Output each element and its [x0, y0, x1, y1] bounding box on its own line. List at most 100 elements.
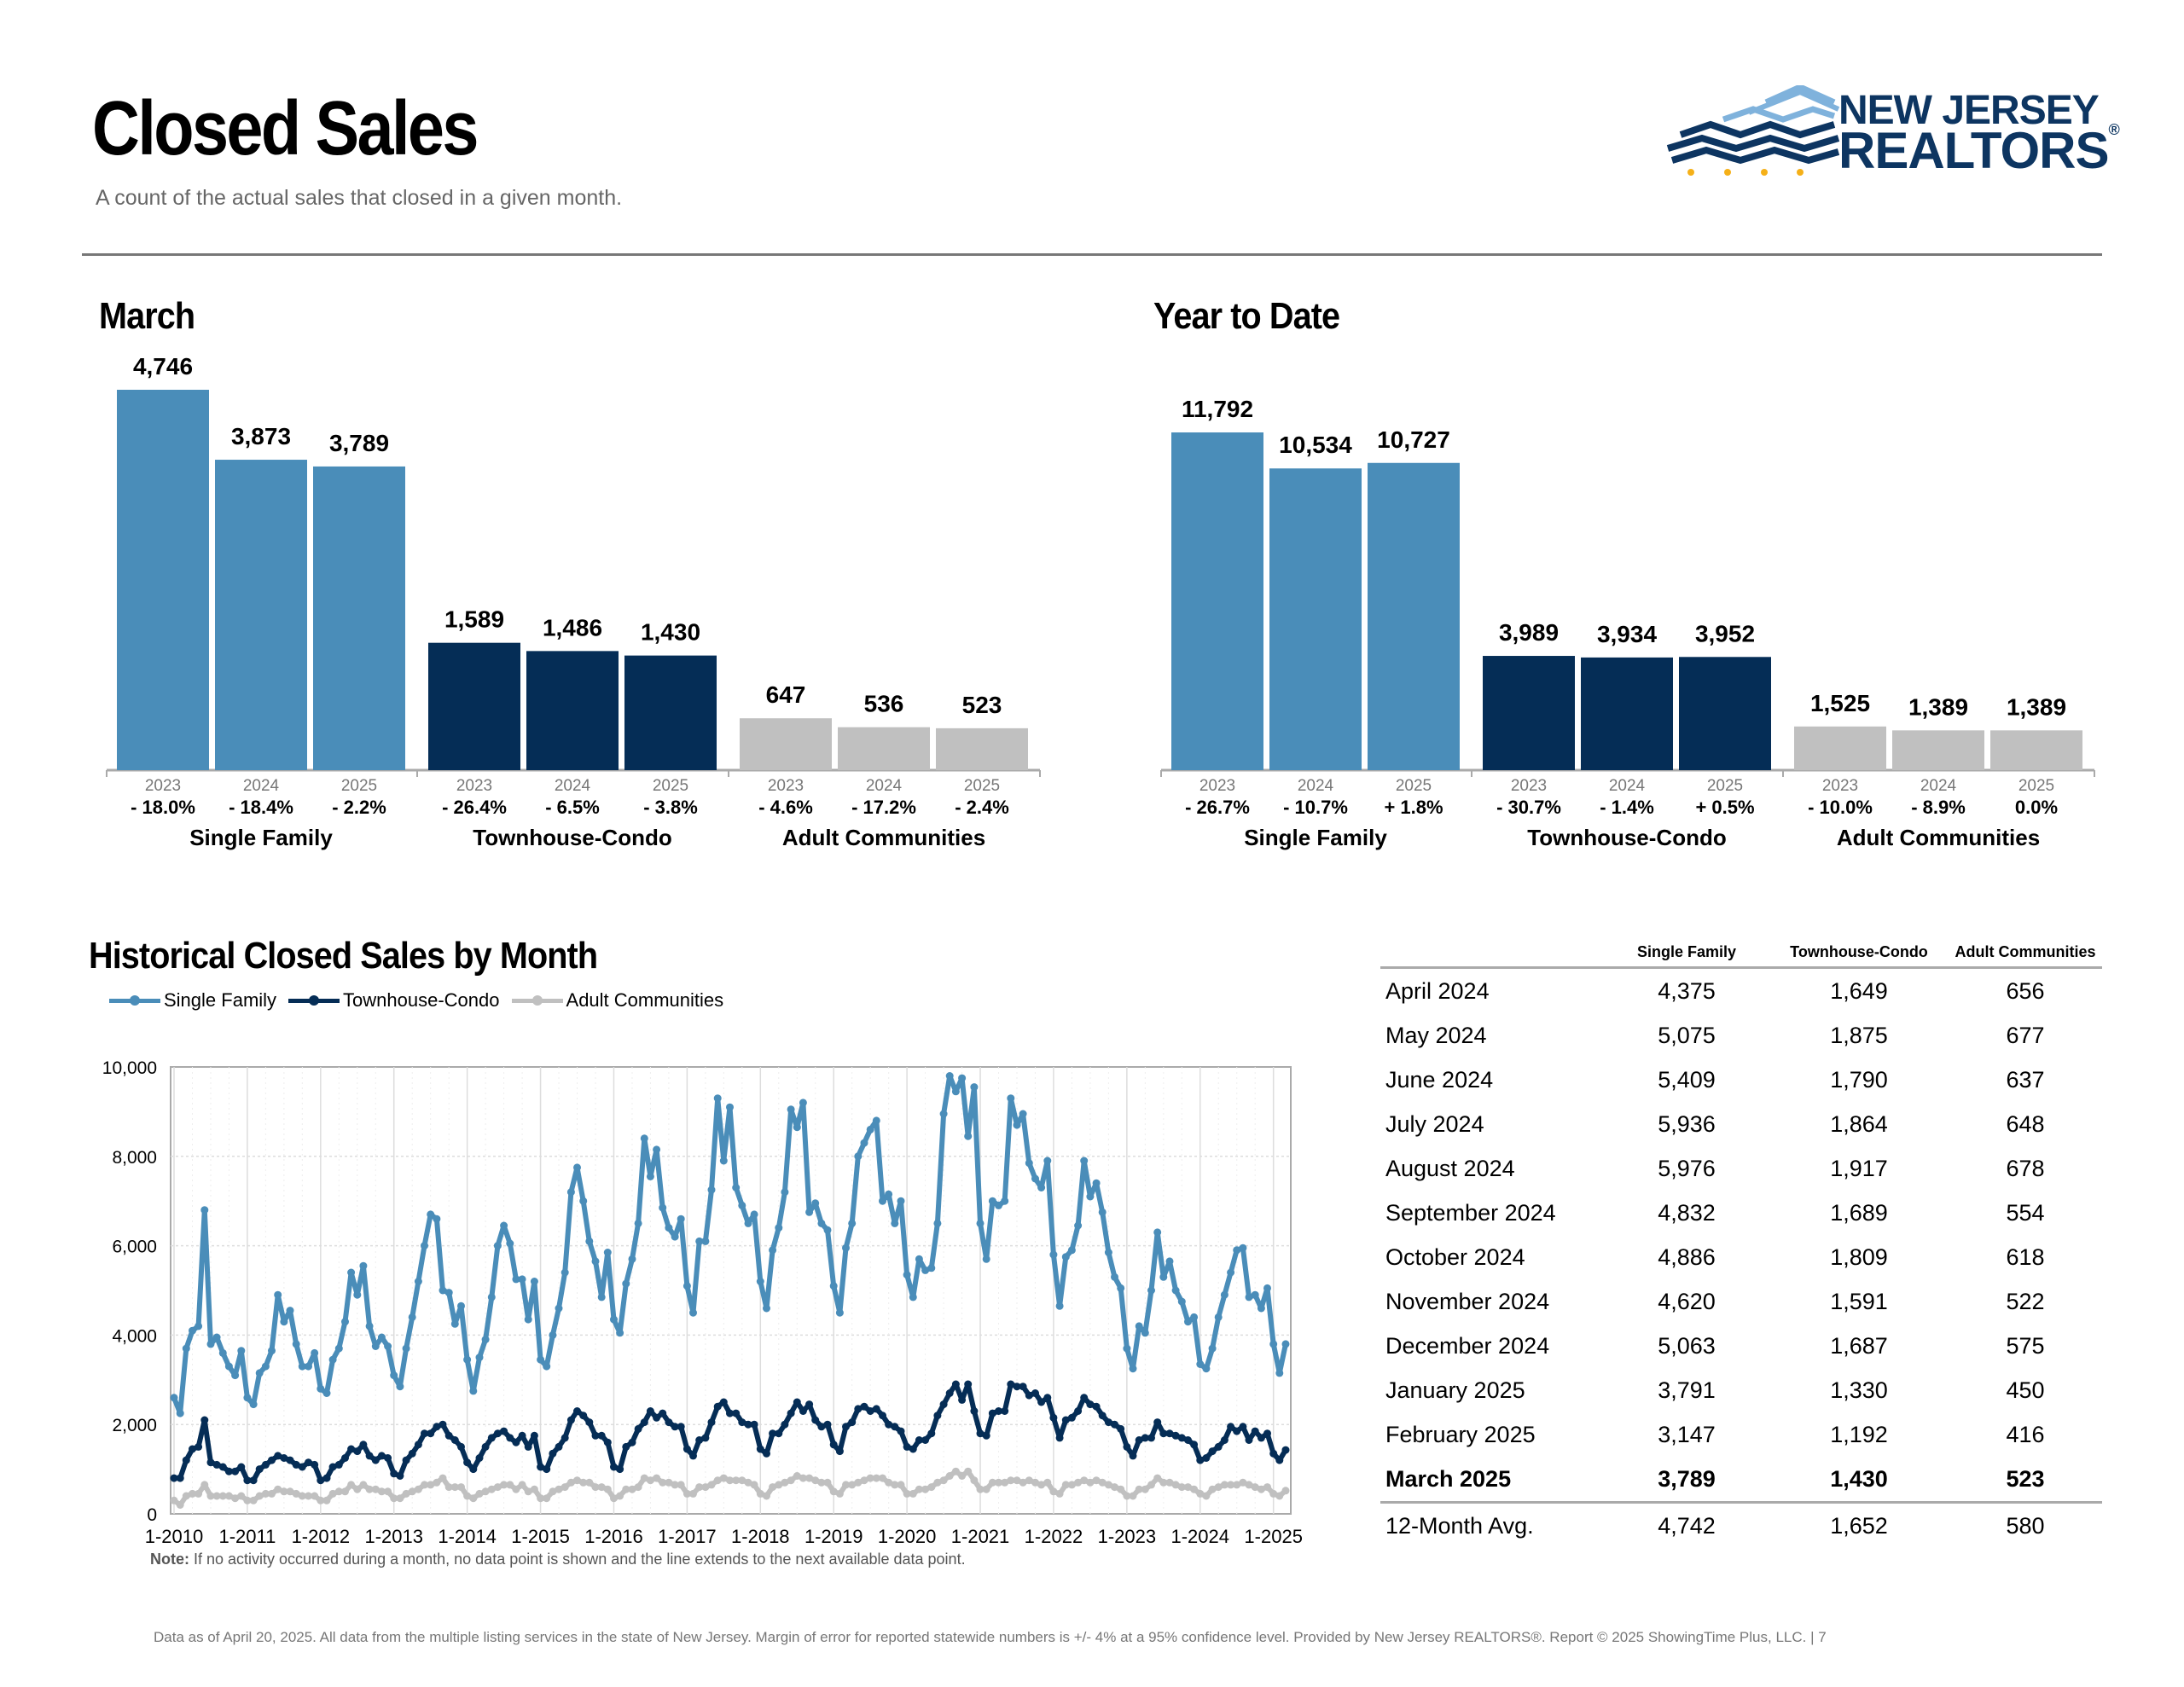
data-point [811, 1476, 820, 1485]
data-point [970, 1407, 979, 1415]
data-point [1245, 1293, 1253, 1301]
table-cell-value: 4,375 [1658, 977, 1716, 1004]
bar-year-label: 2024 [1609, 777, 1646, 795]
data-point [622, 1485, 630, 1493]
data-point [781, 1420, 789, 1429]
data-point [182, 1456, 190, 1464]
data-point [1208, 1447, 1217, 1456]
data-point [469, 1494, 478, 1503]
data-point [597, 1293, 606, 1301]
group-label-single-family: Single Family [1244, 825, 1387, 850]
bar-value-label: 3,789 [329, 430, 389, 456]
table-header-month [1380, 943, 1604, 969]
data-point [487, 1485, 496, 1493]
data-point [427, 1429, 435, 1438]
data-point [200, 1206, 209, 1215]
data-point [885, 1478, 893, 1487]
data-point [585, 1237, 594, 1245]
data-point [1196, 1360, 1205, 1368]
data-point [1251, 1483, 1259, 1492]
logo-text-new-jersey: NEW JERSEY [1838, 88, 2100, 133]
data-point [1220, 1290, 1228, 1299]
data-point [854, 1478, 863, 1487]
data-point [763, 1492, 770, 1500]
data-point [1214, 1483, 1223, 1492]
data-point [1086, 1478, 1095, 1487]
data-point [579, 1412, 588, 1420]
data-point [1245, 1436, 1253, 1444]
data-point [677, 1423, 685, 1431]
data-point [457, 1301, 465, 1310]
data-point [530, 1278, 538, 1285]
data-point [799, 1099, 807, 1107]
data-point [311, 1492, 319, 1500]
data-point [1202, 1454, 1211, 1462]
data-point [1214, 1313, 1223, 1321]
data-point [1025, 1476, 1033, 1485]
chart-note: Note: If no activity occurred during a m… [150, 1551, 966, 1568]
table-cell-value: 5,063 [1658, 1332, 1716, 1359]
y-tick-label: 4,000 [112, 1326, 157, 1346]
data-point [347, 1268, 356, 1277]
data-point [1275, 1456, 1284, 1464]
data-point [1086, 1192, 1095, 1201]
data-point [1257, 1434, 1265, 1442]
data-point [549, 1449, 557, 1458]
data-point [189, 1445, 196, 1453]
data-point [359, 1441, 368, 1449]
data-point [829, 1487, 838, 1496]
data-point [450, 1319, 459, 1328]
data-point [408, 1313, 416, 1321]
data-point [701, 1434, 710, 1442]
bar-value-label: 647 [766, 681, 806, 708]
data-point [512, 1485, 520, 1493]
table-row: May 2024 5,075 1,875 677 [1380, 1013, 2102, 1058]
data-point [1184, 1483, 1192, 1492]
data-point [646, 1407, 654, 1415]
data-point [212, 1460, 221, 1469]
data-point [958, 1472, 967, 1480]
data-point [628, 1255, 636, 1263]
data-point [671, 1232, 679, 1241]
data-point [1190, 1485, 1199, 1493]
bar-change-label: - 1.4% [1600, 797, 1654, 818]
group-label-adult-communities: Adult Communities [782, 825, 985, 850]
data-point [1129, 1452, 1137, 1460]
bar-single-family-2024 [215, 460, 307, 770]
data-point [1202, 1492, 1211, 1500]
bar-year-label: 2025 [964, 777, 1000, 795]
data-point [1275, 1492, 1284, 1500]
table-cell-value: 1,430 [1830, 1465, 1888, 1492]
data-point [322, 1474, 331, 1482]
data-point [341, 1454, 349, 1462]
table-header-single-family: Single Family [1604, 943, 1769, 969]
data-point [1043, 1394, 1052, 1402]
data-point [255, 1492, 264, 1500]
data-point [1135, 1485, 1143, 1493]
data-point [1055, 1489, 1064, 1498]
data-point [719, 1157, 728, 1165]
legend-swatch-townhouse-condo [288, 994, 340, 1006]
table-header-row: Single Family Townhouse-Condo Adult Comm… [1380, 943, 2102, 969]
data-point [200, 1416, 209, 1424]
data-point [927, 1264, 936, 1272]
data-point [640, 1474, 648, 1482]
data-point [921, 1436, 930, 1444]
page-title: Closed Sales [92, 86, 479, 171]
data-point [224, 1467, 233, 1475]
bar-year-label: 2023 [145, 777, 181, 795]
data-point [512, 1438, 520, 1446]
data-point [1269, 1340, 1278, 1348]
data-point [591, 1483, 600, 1492]
data-point [945, 1389, 954, 1397]
data-point [713, 1402, 722, 1411]
bar-change-label: - 17.2% [851, 797, 916, 818]
data-point [1001, 1478, 1009, 1487]
table-cell-value: 1,809 [1830, 1244, 1888, 1270]
x-tick-label: 1-2018 [731, 1526, 790, 1547]
table-cell-value: 1,917 [1830, 1155, 1888, 1181]
bar-year-label: 2023 [1199, 777, 1235, 795]
data-point [549, 1330, 557, 1339]
data-point [1208, 1344, 1217, 1353]
data-point [1061, 1481, 1070, 1489]
